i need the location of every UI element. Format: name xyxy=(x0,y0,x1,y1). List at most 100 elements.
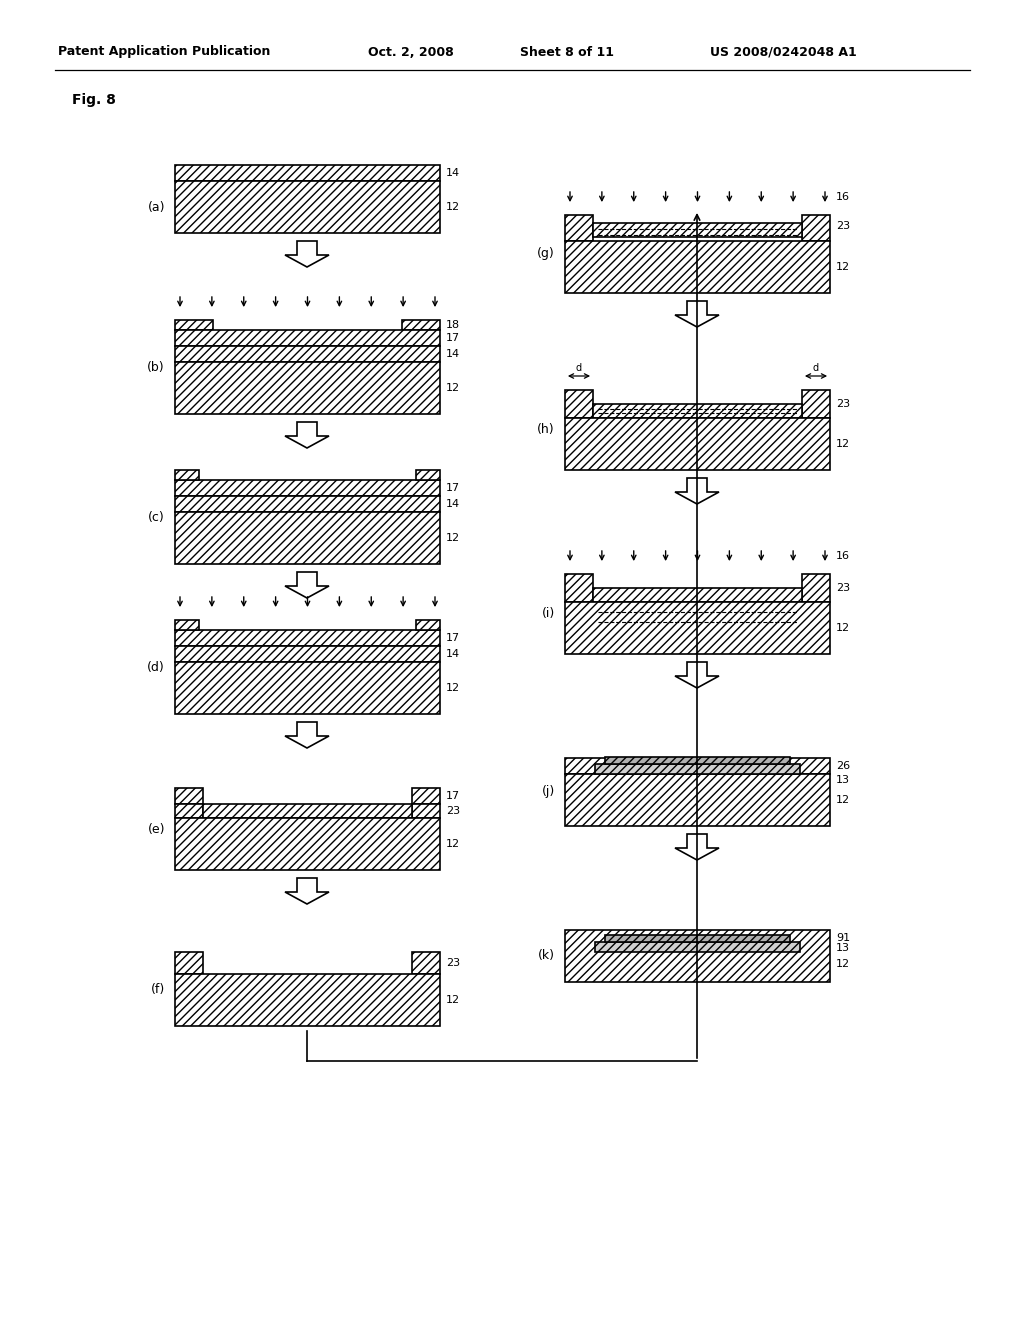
Bar xyxy=(565,389,593,418)
Bar xyxy=(175,480,440,496)
Text: 12: 12 xyxy=(446,995,460,1005)
Polygon shape xyxy=(285,572,329,598)
Text: (g): (g) xyxy=(538,248,555,260)
Bar xyxy=(175,804,203,818)
Bar xyxy=(595,942,800,952)
Text: 12: 12 xyxy=(836,440,850,449)
Text: (e): (e) xyxy=(147,822,165,836)
Text: d: d xyxy=(575,363,582,374)
Polygon shape xyxy=(675,478,719,504)
Bar xyxy=(175,952,203,974)
Bar xyxy=(412,804,440,818)
Text: 17: 17 xyxy=(446,333,460,343)
Text: 12: 12 xyxy=(836,960,850,969)
Text: Patent Application Publication: Patent Application Publication xyxy=(58,45,270,58)
Bar xyxy=(416,620,440,630)
Polygon shape xyxy=(675,301,719,327)
Text: (h): (h) xyxy=(538,424,555,437)
Text: (f): (f) xyxy=(151,982,165,995)
Text: 12: 12 xyxy=(446,533,460,543)
Text: 16: 16 xyxy=(836,191,850,202)
Text: 23: 23 xyxy=(836,220,850,231)
Bar xyxy=(802,574,830,602)
Text: d: d xyxy=(813,363,819,374)
Polygon shape xyxy=(285,722,329,748)
Text: 12: 12 xyxy=(446,383,460,393)
Polygon shape xyxy=(675,834,719,861)
Bar xyxy=(565,931,830,982)
Text: US 2008/0242048 A1: US 2008/0242048 A1 xyxy=(710,45,857,58)
Bar xyxy=(605,756,790,764)
Text: 12: 12 xyxy=(836,261,850,272)
Text: 91: 91 xyxy=(836,933,850,942)
Text: (j): (j) xyxy=(542,785,555,799)
Bar xyxy=(175,330,440,346)
Bar xyxy=(412,952,440,974)
Bar xyxy=(565,215,593,242)
Bar xyxy=(175,620,199,630)
Text: 17: 17 xyxy=(446,483,460,492)
Polygon shape xyxy=(285,878,329,904)
Bar xyxy=(802,215,830,242)
Bar xyxy=(175,788,203,804)
Polygon shape xyxy=(285,242,329,267)
Bar xyxy=(175,165,440,181)
Bar xyxy=(565,574,593,602)
Bar xyxy=(565,602,830,653)
Bar xyxy=(175,496,440,512)
Bar xyxy=(565,242,830,293)
Text: 13: 13 xyxy=(836,942,850,953)
Bar xyxy=(175,346,440,362)
Bar xyxy=(416,470,440,480)
Bar xyxy=(175,645,440,663)
Bar xyxy=(565,774,830,826)
Bar xyxy=(402,319,440,330)
Bar xyxy=(175,362,440,414)
Bar xyxy=(593,587,802,602)
Bar xyxy=(593,404,802,418)
Polygon shape xyxy=(285,422,329,447)
Text: 14: 14 xyxy=(446,499,460,510)
Bar xyxy=(175,630,440,645)
Text: 23: 23 xyxy=(446,807,460,816)
Text: 26: 26 xyxy=(836,762,850,771)
Bar xyxy=(802,389,830,418)
Text: 16: 16 xyxy=(836,550,850,561)
Text: (k): (k) xyxy=(538,949,555,962)
Polygon shape xyxy=(675,663,719,688)
Bar xyxy=(175,181,440,234)
Bar xyxy=(175,512,440,564)
Text: Sheet 8 of 11: Sheet 8 of 11 xyxy=(520,45,614,58)
Bar xyxy=(412,788,440,804)
Bar xyxy=(565,418,830,470)
Bar xyxy=(175,319,213,330)
Text: (a): (a) xyxy=(147,201,165,214)
Bar xyxy=(593,223,802,238)
Text: 12: 12 xyxy=(836,623,850,634)
Text: 14: 14 xyxy=(446,649,460,659)
Text: 13: 13 xyxy=(836,775,850,785)
Bar xyxy=(203,804,412,818)
Bar xyxy=(595,764,800,774)
Text: (i): (i) xyxy=(542,607,555,620)
Text: Oct. 2, 2008: Oct. 2, 2008 xyxy=(368,45,454,58)
Bar xyxy=(605,935,790,942)
Text: 23: 23 xyxy=(836,399,850,409)
Text: (b): (b) xyxy=(147,360,165,374)
Bar xyxy=(565,758,830,774)
Text: 23: 23 xyxy=(446,958,460,968)
Text: 14: 14 xyxy=(446,168,460,178)
Bar xyxy=(175,974,440,1026)
Text: 12: 12 xyxy=(836,795,850,805)
Bar xyxy=(175,663,440,714)
Text: (d): (d) xyxy=(147,660,165,673)
Text: Fig. 8: Fig. 8 xyxy=(72,92,116,107)
Text: (c): (c) xyxy=(148,511,165,524)
Text: 18: 18 xyxy=(446,319,460,330)
Bar xyxy=(175,818,440,870)
Text: 12: 12 xyxy=(446,840,460,849)
Text: 12: 12 xyxy=(446,202,460,213)
Bar xyxy=(175,470,199,480)
Text: 17: 17 xyxy=(446,791,460,801)
Text: 14: 14 xyxy=(446,348,460,359)
